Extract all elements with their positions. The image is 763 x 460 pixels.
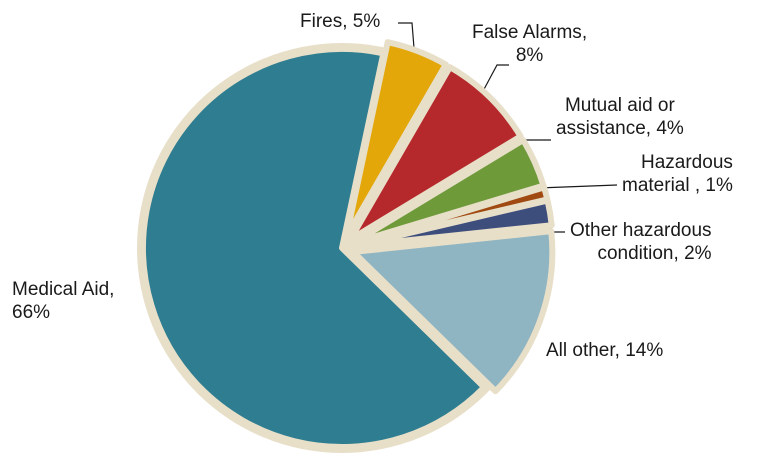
pie-slices [137,39,556,453]
slice-medical-aid [140,46,488,450]
leader-hazardous-material [537,184,618,189]
data-label-false-alarms: False Alarms, 8% [472,22,588,66]
leader-fires [398,22,415,49]
data-label-fires: Fires, 5% [300,11,381,32]
slice-fires [343,39,449,240]
slice-all-other [350,228,556,395]
slice-false-alarms [347,64,524,243]
slice-other-hazardous [350,197,555,249]
data-label-medical-aid: Medical Aid, 66% [12,279,115,323]
data-label-hazardous-material: Hazardous material , 1% [622,152,733,196]
leader-false-alarms [481,64,509,94]
data-label-all-other: All other, 14% [546,340,664,361]
data-label-mutual-aid: Mutual aid or assistance, 4% [556,95,684,139]
data-label-other-hazardous: Other hazardous condition, 2% [570,220,712,264]
